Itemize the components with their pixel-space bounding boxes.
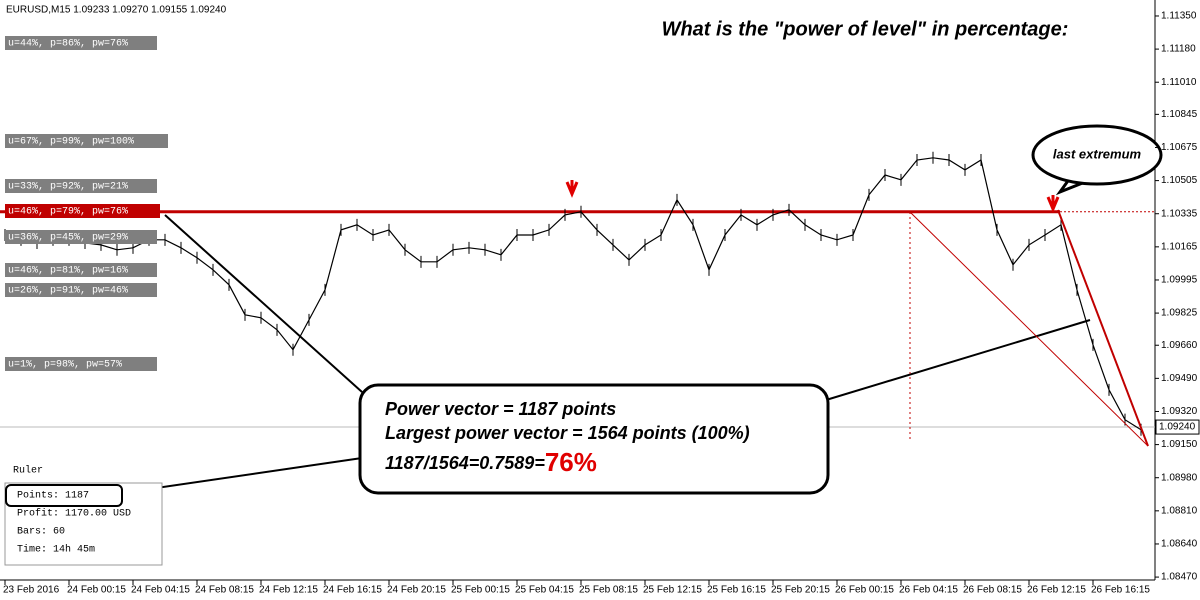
x-tick-label: 25 Feb 08:15 xyxy=(579,585,638,596)
ruler-title: Ruler xyxy=(13,465,43,477)
level-label: u=36%, p=45%, pw=29% xyxy=(8,233,128,244)
y-tick-label: 1.09825 xyxy=(1161,308,1198,319)
trend-line xyxy=(909,211,1149,447)
level-label-bg xyxy=(5,263,157,277)
x-tick-label: 25 Feb 16:15 xyxy=(707,585,766,596)
y-tick-label: 1.08810 xyxy=(1161,505,1198,516)
y-tick-label: 1.09320 xyxy=(1161,406,1198,417)
x-tick-label: 26 Feb 08:15 xyxy=(963,585,1022,596)
symbol-title: EURUSD,M15 1.09233 1.09270 1.09155 1.092… xyxy=(6,5,227,16)
x-tick-label: 24 Feb 08:15 xyxy=(195,585,254,596)
y-tick-label: 1.08640 xyxy=(1161,539,1198,550)
y-tick-label: 1.09660 xyxy=(1161,340,1198,351)
y-tick-label: 1.08470 xyxy=(1161,572,1198,583)
ruler-row: Time: 14h 45m xyxy=(17,544,95,556)
y-tick-label: 1.10165 xyxy=(1161,241,1198,252)
connector xyxy=(825,319,1091,401)
points-highlight xyxy=(5,484,123,507)
x-tick-label: 25 Feb 12:15 xyxy=(643,585,702,596)
level-label: u=67%, p=99%, pw=100% xyxy=(8,137,134,148)
y-tick-label: 1.10675 xyxy=(1161,142,1198,153)
trend-line xyxy=(1057,209,1149,447)
x-tick-label: 25 Feb 20:15 xyxy=(771,585,830,596)
y-tick-label: 1.11180 xyxy=(1161,44,1196,55)
percent: 76% xyxy=(545,447,597,477)
level-label-bg xyxy=(5,230,157,244)
arrow xyxy=(565,180,579,198)
y-tick-label: 1.10845 xyxy=(1161,109,1198,120)
heading: What is the "power of level" in percenta… xyxy=(662,18,1069,40)
x-tick-label: 25 Feb 04:15 xyxy=(515,585,574,596)
x-tick-label: 24 Feb 20:15 xyxy=(387,585,446,596)
x-tick-label: 24 Feb 12:15 xyxy=(259,585,318,596)
level-label-bg xyxy=(5,357,157,371)
level-label: u=46%, p=81%, pw=16% xyxy=(8,266,128,277)
ruler-row: Bars: 60 xyxy=(17,527,65,538)
x-tick-label: 24 Feb 04:15 xyxy=(131,585,190,596)
x-tick-label: 26 Feb 04:15 xyxy=(899,585,958,596)
y-tick-label: 1.11350 xyxy=(1161,11,1197,22)
y-tick-label: 1.11010 xyxy=(1161,77,1197,88)
y-tick-label: 1.08980 xyxy=(1161,472,1198,483)
ratio: 1187/1564=0.7589= xyxy=(385,453,545,473)
level-label-bg xyxy=(5,36,157,50)
level-label: u=46%, p=79%, pw=76% xyxy=(8,207,128,218)
ruler-panel xyxy=(4,482,163,566)
x-tick-label: 26 Feb 12:15 xyxy=(1027,585,1086,596)
y-tick-label: 1.09150 xyxy=(1161,439,1198,450)
level-label-bg xyxy=(5,134,168,148)
bubble-text: last extremum xyxy=(1053,146,1142,161)
current-price-label: 1.09240 xyxy=(1159,422,1196,433)
callout-ratio: 1187/1564=0.7589=76% xyxy=(385,447,597,477)
level-label-bg xyxy=(5,179,157,193)
level-label: u=26%, p=91%, pw=46% xyxy=(8,286,128,297)
arrow xyxy=(1046,195,1060,213)
level-label: u=44%, p=86%, pw=76% xyxy=(8,39,128,50)
callout-box xyxy=(358,383,830,495)
y-tick-label: 1.09995 xyxy=(1161,275,1198,286)
y-tick-label: 1.10335 xyxy=(1161,208,1198,219)
x-tick-label: 26 Feb 00:15 xyxy=(835,585,894,596)
x-tick-label: 23 Feb 2016 xyxy=(3,585,60,596)
callout-line: Largest power vector = 1564 points (100%… xyxy=(385,423,750,443)
ruler-row: Points: 1187 xyxy=(17,490,89,502)
x-tick-label: 24 Feb 00:15 xyxy=(67,585,126,596)
level-label: u=33%, p=92%, pw=21% xyxy=(8,182,128,193)
x-tick-label: 24 Feb 16:15 xyxy=(323,585,382,596)
current-price-box xyxy=(1155,419,1200,435)
bubble xyxy=(1031,124,1163,186)
callout-line: Power vector = 1187 points xyxy=(385,399,616,419)
price-line xyxy=(4,157,1142,431)
y-tick-label: 1.09490 xyxy=(1161,373,1198,384)
connector xyxy=(164,214,363,393)
ruler-row: Profit: 1170.00 USD xyxy=(17,508,131,520)
level-label-bg xyxy=(5,283,157,297)
level-label-bg xyxy=(5,204,160,218)
x-tick-label: 26 Feb 16:15 xyxy=(1091,585,1150,596)
level-label: u=1%, p=98%, pw=57% xyxy=(8,360,122,371)
y-tick-label: 1.10505 xyxy=(1161,175,1198,186)
x-tick-label: 25 Feb 00:15 xyxy=(451,585,510,596)
